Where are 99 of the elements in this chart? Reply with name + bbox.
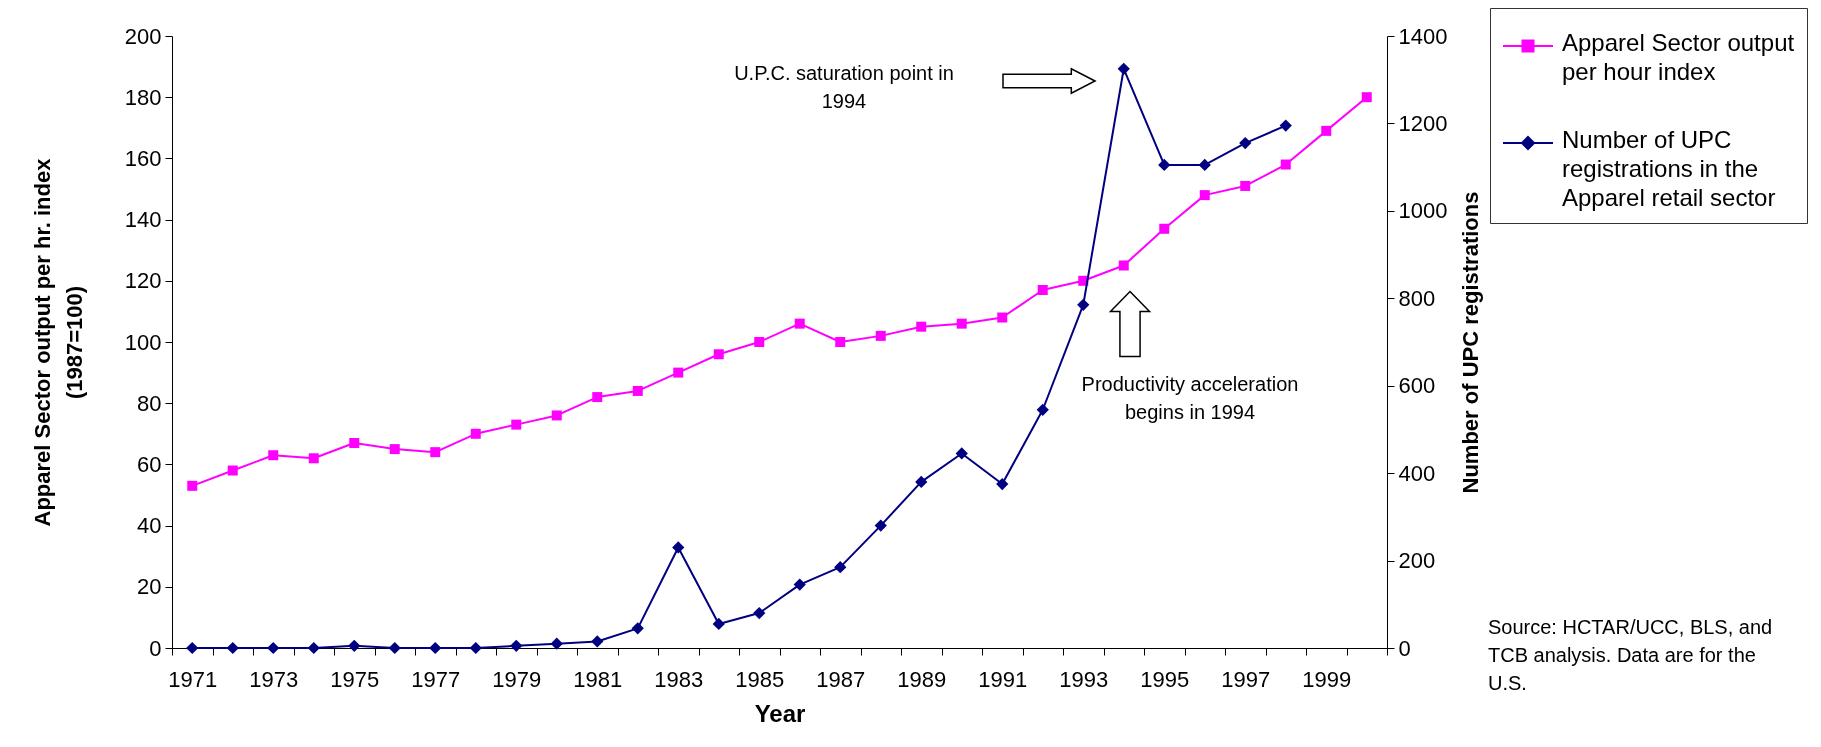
point <box>227 465 238 476</box>
point <box>916 321 927 332</box>
y-tick-label: 40 <box>137 513 162 539</box>
x-tick-label: 1977 <box>411 666 461 692</box>
y-tick-label: 80 <box>137 390 162 416</box>
source-note: Source: HCTAR/UCC, BLS, and TCB analysis. Data are for the U.S. <box>1488 616 1773 694</box>
legend-label: Apparel Sector output per hour index <box>1562 29 1795 85</box>
point <box>793 578 806 591</box>
point <box>632 385 643 396</box>
point <box>1239 136 1252 150</box>
point <box>1159 223 1170 234</box>
x-tick-label: 1989 <box>897 666 947 692</box>
point <box>1117 62 1130 75</box>
point <box>956 318 967 329</box>
point <box>511 419 522 430</box>
point <box>1280 159 1291 170</box>
point <box>510 639 523 652</box>
point <box>226 641 239 655</box>
y2-tick-label: 800 <box>1398 285 1436 311</box>
point <box>592 392 603 403</box>
point <box>835 337 846 347</box>
point <box>875 330 886 341</box>
point <box>1158 158 1171 172</box>
x-tick-label: 1997 <box>1221 666 1271 692</box>
x-tick-label: 1983 <box>654 666 704 692</box>
point <box>429 641 442 655</box>
point <box>186 641 199 655</box>
point <box>754 337 765 347</box>
point <box>712 617 725 631</box>
point <box>955 447 968 460</box>
point <box>551 410 562 421</box>
y-tick-label: 180 <box>124 84 162 110</box>
point <box>470 428 481 439</box>
x-tick-label: 1985 <box>735 666 785 692</box>
y-axis-title: Apparel Sector output per hr. index (1987=100) <box>29 157 87 527</box>
point <box>389 444 400 455</box>
point <box>1077 298 1090 311</box>
point <box>591 635 604 648</box>
point <box>794 318 805 329</box>
x-tick-label: 1987 <box>816 666 866 692</box>
x-tick-label: 1971 <box>168 666 218 692</box>
y2-tick-label: 400 <box>1398 460 1436 486</box>
x-tick-label: 1993 <box>1059 666 1109 692</box>
point <box>348 639 361 652</box>
point <box>1321 125 1332 136</box>
point <box>713 349 724 360</box>
point <box>631 622 644 635</box>
point <box>672 541 685 554</box>
legend-label: Number of UPC registrations in the Apparel retail sector <box>1562 126 1776 211</box>
point <box>1036 403 1049 416</box>
y2-tick-label: 1400 <box>1398 23 1448 49</box>
point <box>996 477 1009 491</box>
point <box>308 453 319 464</box>
y-tick-label: 140 <box>124 207 162 233</box>
point <box>915 475 928 489</box>
point <box>469 641 482 655</box>
y-tick-label: 100 <box>124 329 162 355</box>
x-axis-title: Year <box>754 699 806 727</box>
point <box>1198 158 1211 172</box>
y-tick-label: 160 <box>124 145 162 171</box>
point <box>997 312 1008 323</box>
x-tick-label: 1995 <box>1140 666 1190 692</box>
annotation: U.P.C. saturation point in 1994 <box>734 62 954 112</box>
point <box>1240 180 1251 191</box>
y-tick-label: 20 <box>137 574 162 600</box>
point <box>1118 260 1129 271</box>
point <box>388 641 401 655</box>
point <box>1279 119 1292 132</box>
point <box>268 450 279 461</box>
y2-axis-title: Number of UPC registrations <box>1458 191 1484 494</box>
point <box>307 641 320 655</box>
y2-tick-label: 1000 <box>1398 198 1448 224</box>
y2-tick-label: 200 <box>1398 548 1436 574</box>
y-tick-label: 60 <box>137 451 162 477</box>
y-tick-label: 120 <box>124 268 162 294</box>
y2-tick-label: 0 <box>1398 635 1411 661</box>
point <box>874 519 887 532</box>
point <box>430 447 441 458</box>
y2-tick-label: 1200 <box>1398 110 1448 136</box>
y-tick-label: 200 <box>124 23 162 49</box>
point <box>1199 190 1210 201</box>
x-tick-label: 1991 <box>978 666 1028 692</box>
annotation: Productivity acceleration begins in 1994 <box>1081 373 1299 423</box>
point <box>673 367 684 378</box>
x-tick-label: 1973 <box>249 666 299 692</box>
point <box>267 641 280 655</box>
point <box>187 480 198 491</box>
x-tick-label: 1979 <box>492 666 542 692</box>
point <box>834 561 847 574</box>
x-tick-label: 1975 <box>330 666 380 692</box>
y-tick-label: 0 <box>149 635 162 661</box>
point <box>550 637 563 650</box>
point <box>1361 92 1372 103</box>
point <box>1037 284 1048 295</box>
x-tick-label: 1981 <box>573 666 623 692</box>
x-tick-label: 1999 <box>1302 666 1352 692</box>
point <box>753 606 766 620</box>
point <box>349 437 360 448</box>
y2-tick-label: 600 <box>1398 373 1436 399</box>
